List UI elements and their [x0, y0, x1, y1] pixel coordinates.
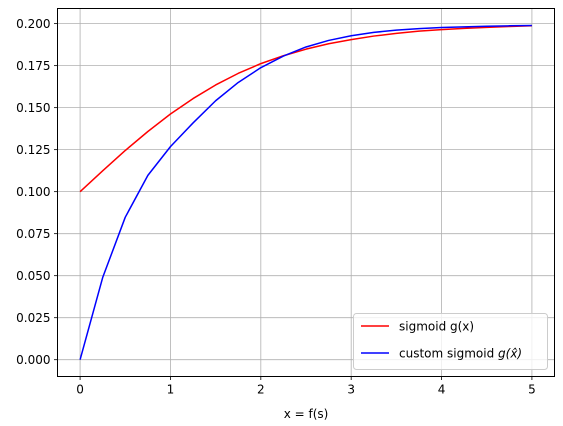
series-line-custom-sigmoid: [79, 24, 532, 360]
plot-frame: [57, 8, 555, 377]
y-tick-label: 0.025: [16, 311, 50, 325]
series-line-sigmoid: [79, 25, 532, 193]
y-axis-ticks: 0.000 0.025 0.050 0.075 0.100 0.125 0.150 0.175…: [16, 17, 58, 367]
legend-box: [353, 313, 548, 370]
grid-lines: [57, 8, 555, 377]
x-tick-label: 3: [347, 383, 355, 397]
series-layer: [79, 24, 532, 360]
y-tick-label: 0.175: [16, 59, 50, 73]
legend: sigmoid g(x) custom sigmoid g(x̂): [353, 313, 548, 370]
x-tick-label: 2: [257, 383, 265, 397]
legend-label-custom-prefix: custom sigmoid: [399, 347, 498, 361]
x-tick-label: 0: [76, 383, 84, 397]
y-tick-label: 0.100: [16, 185, 50, 199]
y-tick-label: 0.150: [16, 101, 50, 115]
legend-label-custom-sigmoid: custom sigmoid g(x̂): [399, 347, 522, 361]
legend-label-custom-math: g(x̂): [498, 347, 522, 361]
x-axis-label: x = f(s): [284, 407, 329, 421]
y-tick-label: 0.050: [16, 269, 50, 283]
x-tick-label: 1: [167, 383, 175, 397]
legend-label-sigmoid: sigmoid g(x): [399, 320, 474, 334]
x-axis-ticks: 0 1 2 3 4 5: [76, 376, 536, 397]
x-tick-label: 5: [528, 383, 536, 397]
x-tick-label: 4: [438, 383, 446, 397]
y-tick-label: 0.125: [16, 143, 50, 157]
y-tick-label: 0.200: [16, 17, 50, 31]
y-tick-label: 0.075: [16, 227, 50, 241]
y-tick-label: 0.000: [16, 353, 50, 367]
